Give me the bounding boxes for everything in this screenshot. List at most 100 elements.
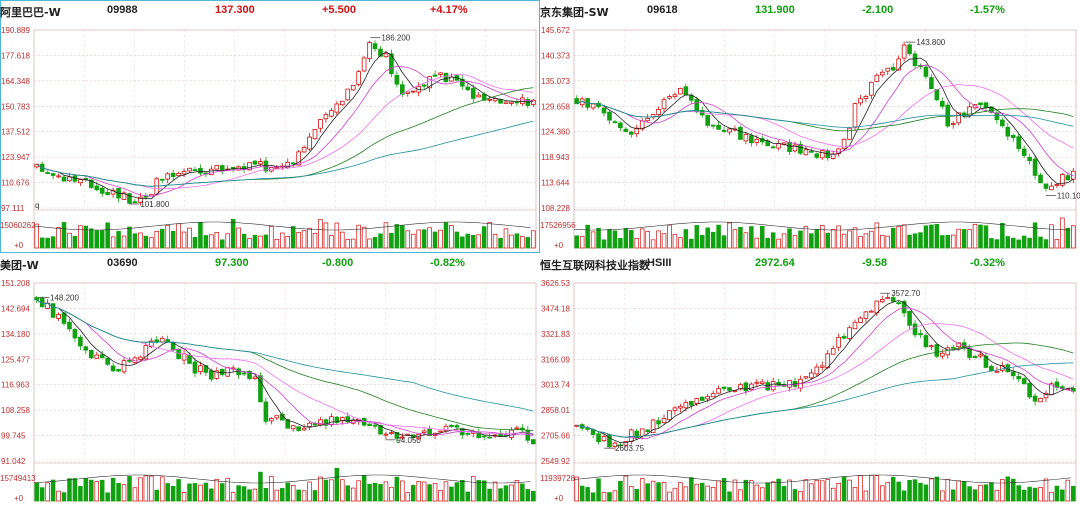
candle-body [247, 371, 252, 379]
candle-body [1027, 156, 1032, 162]
volume-bar [841, 476, 847, 502]
volume-bar [192, 237, 198, 249]
volume-bar [1049, 491, 1054, 502]
kline-chart[interactable]: 3626.53 3474.18 3321.83 3166.09 3013.74 2858.… [540, 253, 1080, 506]
volume-bar [45, 482, 50, 502]
volume-bar [574, 476, 579, 502]
volume-bar [710, 486, 716, 502]
candle-body [798, 143, 803, 154]
volume-bar [607, 229, 612, 249]
candle-body [214, 370, 220, 379]
y-tick-label: 108.228 [541, 204, 570, 213]
candle-body [994, 112, 1000, 121]
volume-bar [940, 235, 945, 249]
volume-bar [639, 478, 645, 502]
candle-body [88, 350, 94, 359]
volume-bar [738, 227, 743, 249]
kline-chart[interactable]: 151.208 142.694 134.180 125.477 116.963 108.2… [0, 253, 540, 506]
candle-body [1049, 185, 1054, 191]
volume-bar [940, 490, 945, 502]
candle-body [656, 420, 661, 425]
volume-bar [781, 485, 787, 502]
volume-bar [323, 222, 329, 249]
volume-bar [389, 232, 394, 249]
plot-frame [573, 29, 1077, 249]
candle-body [749, 135, 754, 144]
candle-body [683, 402, 689, 409]
volume-bar [716, 224, 721, 249]
volume-bar [72, 478, 78, 502]
candle-body [176, 348, 181, 359]
chart-panel-hs-internet-index[interactable]: 3626.53 3474.18 3321.83 3166.09 3013.74 2858.… [540, 253, 1080, 506]
volume-bar [438, 490, 443, 502]
candle-body [809, 372, 814, 379]
volume-bar [623, 228, 629, 249]
candle-body [694, 398, 700, 404]
candle-body [88, 179, 94, 188]
volume-bar [492, 233, 498, 249]
volume-bar [296, 232, 301, 249]
candle-body [1043, 183, 1049, 189]
candle-body [809, 150, 814, 153]
volume-bar [110, 477, 116, 502]
candle-body [667, 96, 672, 99]
volume-bar [520, 483, 525, 502]
candle-body [372, 43, 378, 50]
volume-bar [99, 479, 105, 502]
volume-bar [890, 476, 896, 502]
volume-bar [618, 238, 623, 249]
volume-bar [590, 492, 596, 502]
volume-bar [618, 481, 623, 502]
kline-chart[interactable]: 190.889 177.618 164.348 150.783 137.512 123.9… [0, 0, 540, 253]
volume-bar [634, 488, 640, 502]
y-tick-label: 113.644 [541, 179, 570, 188]
volume-bar [683, 229, 689, 249]
candle-body [50, 303, 56, 318]
candle-body [727, 128, 732, 133]
high-price-label: 148.200 [50, 294, 79, 303]
stock-code: 09988 [107, 4, 138, 16]
candle-body [645, 429, 650, 432]
stock-price: 97.300 [215, 257, 249, 269]
volume-bar [329, 479, 334, 502]
candle-body [770, 146, 776, 149]
volume-bar [132, 487, 138, 502]
volume-bar [874, 222, 880, 249]
high-price-label: 143.800 [916, 38, 945, 47]
candle-body [301, 146, 307, 153]
candle-body [438, 430, 443, 433]
candle-body [972, 356, 978, 359]
volume-bar [918, 232, 923, 249]
volume-bar [765, 482, 770, 502]
volume-bar [1065, 227, 1071, 249]
candle-body [754, 138, 760, 143]
chart-panel-alibaba[interactable]: 190.889 177.618 164.348 150.783 137.512 123.9… [0, 0, 540, 253]
candle-body [721, 129, 727, 132]
candle-body [427, 76, 432, 89]
chart-panel-meituan[interactable]: 151.208 142.694 134.180 125.477 116.963 108.2… [0, 253, 540, 506]
volume-bar [312, 490, 318, 502]
candle-body [329, 110, 334, 117]
candle-body [623, 128, 629, 132]
kline-chart[interactable]: 145.672 140.373 135.073 129.658 124.360 118.9… [540, 0, 1080, 253]
candle-body [345, 88, 351, 101]
stock-change-pct: -1.57% [970, 4, 1005, 16]
volume-bar [241, 486, 247, 502]
candle-body [1016, 136, 1022, 149]
y-tick-label: 164.348 [1, 77, 30, 86]
candle-body [110, 365, 116, 372]
candle-body [869, 81, 874, 96]
candle-body [618, 444, 623, 447]
candle-body [121, 360, 127, 373]
volume-bar [650, 239, 656, 249]
chart-panel-jd[interactable]: 145.672 140.373 135.073 129.658 124.360 118.9… [540, 0, 1080, 253]
volume-bar [901, 224, 907, 249]
volume-bar [416, 481, 421, 502]
y-tick-label: 2549.92 [541, 457, 570, 466]
candle-body [509, 101, 514, 104]
volume-bar [94, 481, 100, 502]
candle-body [738, 384, 743, 390]
candle-body [912, 323, 918, 336]
candle-body [989, 365, 994, 372]
volume-bar [67, 478, 72, 502]
